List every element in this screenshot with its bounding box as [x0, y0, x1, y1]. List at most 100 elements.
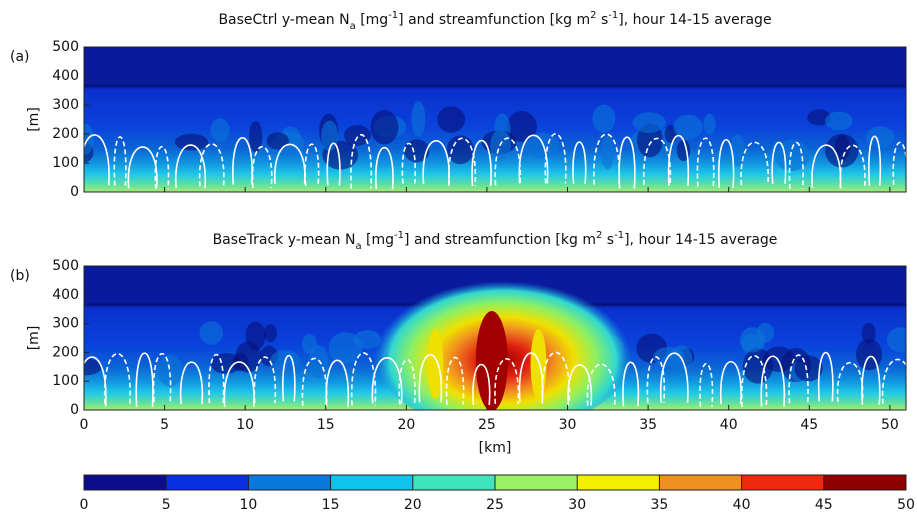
plume-core [475, 311, 508, 410]
field-patch [886, 327, 906, 352]
field-patch [84, 358, 102, 376]
contour [740, 141, 769, 186]
field-patch [673, 114, 703, 140]
field-patch [601, 135, 614, 170]
contour [179, 361, 204, 405]
colorbar-segment [741, 475, 824, 490]
colorbar-segment [823, 475, 906, 490]
y-tick-label: 0 [70, 184, 79, 200]
field-patch [411, 100, 426, 137]
field-patch [739, 327, 766, 353]
contour [418, 354, 443, 403]
title-part: -1 [608, 10, 618, 21]
x-axis-label: [km] [479, 440, 512, 456]
contour [892, 141, 906, 186]
contour [447, 137, 477, 186]
field [84, 47, 906, 192]
y-axis-label: [m] [26, 107, 42, 132]
y-tick-label: 300 [52, 97, 79, 113]
contour [135, 352, 154, 407]
field-patch [825, 133, 859, 168]
colorbar-tick-label: 45 [815, 497, 833, 512]
title-part: [mg [356, 12, 388, 28]
contour [868, 135, 882, 186]
contour [788, 354, 809, 404]
contour [771, 141, 787, 184]
x-tick-label: 5 [160, 417, 169, 433]
x-tick-label: 35 [639, 417, 657, 433]
title-part: 2 [596, 230, 602, 241]
colorbar-tick-label: 5 [162, 497, 171, 512]
y-tick-label: 500 [52, 39, 79, 55]
contour [642, 137, 672, 186]
x-tick-label: 40 [720, 417, 738, 433]
contour [740, 355, 768, 408]
colorbar-segment [84, 475, 167, 490]
field-patch [861, 322, 876, 344]
contour [788, 142, 804, 190]
contour [494, 358, 520, 405]
title-part: ], hour 14-15 average [624, 232, 777, 248]
contour [325, 359, 350, 408]
colorbar-segment [412, 475, 495, 490]
contour [251, 145, 273, 188]
field-patch [592, 104, 616, 133]
y-tick-label: 400 [52, 68, 79, 84]
field-patch [437, 106, 466, 133]
field-patch [807, 109, 831, 126]
field [84, 266, 906, 410]
contour [274, 143, 306, 184]
field-patch [344, 125, 371, 146]
field-patch [266, 132, 289, 150]
title-part: a [355, 241, 361, 252]
contour [544, 133, 567, 184]
y-tick-label: 200 [52, 126, 79, 142]
y-tick-label: 0 [70, 402, 79, 418]
y-tick-label: 400 [52, 287, 79, 303]
contour [154, 145, 170, 190]
colorbar-tick-label: 35 [650, 497, 668, 512]
y-tick-label: 100 [52, 373, 79, 389]
field-patch [174, 133, 209, 151]
contour [103, 353, 131, 404]
field-patch [263, 324, 277, 343]
title-part: BaseCtrl y-mean N [218, 12, 349, 28]
colorbar-tick-label: 25 [486, 497, 504, 512]
y-axis-label: [m] [26, 326, 42, 351]
contour [817, 352, 834, 402]
x-tick-label: 20 [397, 417, 415, 433]
y-tick-label: 500 [52, 258, 79, 274]
contour [518, 134, 549, 184]
field-patch [794, 355, 823, 382]
field-patch [866, 126, 895, 148]
contour [586, 363, 616, 406]
contour [208, 354, 225, 404]
field-patch [158, 354, 183, 387]
field-patch [774, 139, 810, 172]
field-patch [328, 332, 363, 365]
colorbar-tick-label: 15 [322, 497, 340, 512]
y-tick-label: 100 [52, 155, 79, 171]
field-patch [632, 112, 666, 133]
x-tick-label: 45 [800, 417, 818, 433]
frame [83, 46, 907, 193]
contour [667, 135, 690, 186]
panel-title: BaseTrack y-mean Na [mg-1] and streamfun… [213, 230, 778, 252]
contour [350, 352, 377, 406]
colorbar-segment [659, 475, 742, 490]
contour [471, 140, 492, 187]
colorbar-tick-label: 20 [404, 497, 422, 512]
panel-label: (a) [10, 49, 30, 65]
field-patch [249, 121, 263, 153]
plume-side [530, 328, 547, 399]
contour [622, 361, 640, 407]
title-part: -1 [394, 230, 404, 241]
colorbar-tick-label: 50 [897, 497, 915, 512]
title-part: s [597, 12, 609, 28]
contour [696, 137, 715, 187]
colorbar-tick-label: 0 [80, 497, 89, 512]
frame [83, 265, 907, 411]
title-part: ], hour 14-15 average [618, 12, 771, 28]
colorbar-tick-label: 30 [568, 497, 586, 512]
